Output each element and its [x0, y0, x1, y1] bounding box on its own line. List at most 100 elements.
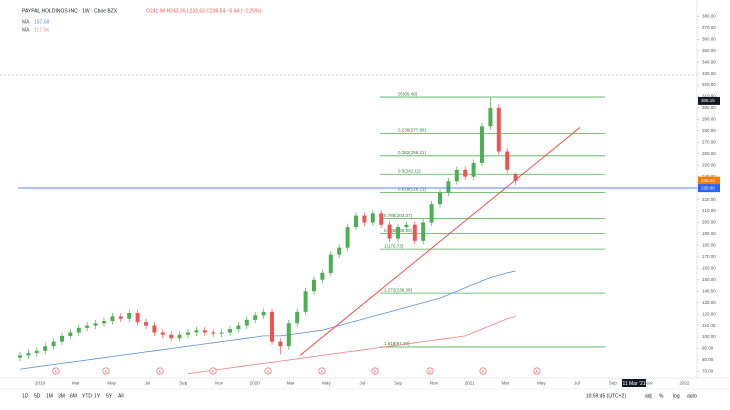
event-marker[interactable]	[264, 367, 272, 375]
candle-body	[488, 107, 493, 127]
event-marker[interactable]	[102, 367, 110, 375]
y-tick-label: 110.00	[702, 323, 716, 328]
axis-option[interactable]: adj	[645, 393, 652, 399]
event-marker[interactable]	[318, 367, 326, 375]
event-marker[interactable]	[371, 367, 379, 375]
range-button[interactable]: 6M	[70, 393, 77, 399]
y-tick-label: 300.00	[702, 105, 716, 110]
fib-level-label: 1.272(138.38)	[384, 287, 413, 292]
candle-body	[421, 222, 426, 241]
clock: 10:59:45 (UTC+2)	[586, 393, 626, 399]
y-tick-label: 380.00	[702, 13, 716, 18]
y-tick-label: 270.00	[702, 140, 716, 145]
range-button[interactable]: 5Y	[106, 393, 113, 399]
candle-body	[135, 312, 140, 323]
price-marker-box	[698, 96, 720, 105]
ma-legend-name: MA	[22, 27, 30, 33]
candle-body	[337, 247, 342, 255]
ma-legend-name: MA	[22, 19, 30, 25]
crosshair-date: 11 Mar '21	[622, 381, 645, 387]
candle-body	[186, 332, 190, 335]
event-marker[interactable]	[533, 367, 541, 375]
price-marker-box	[698, 184, 720, 193]
event-marker[interactable]	[209, 367, 217, 375]
moving-average	[187, 316, 516, 375]
fib-level-label: 0.618(226.21)	[398, 187, 427, 192]
y-tick-label: 140.00	[702, 288, 716, 293]
x-tick-label: 2019	[35, 381, 46, 386]
event-marker-label: E	[105, 368, 108, 373]
x-tick-label: 2022	[679, 381, 690, 386]
price-marker-label: 306.15	[701, 98, 715, 103]
event-marker-label: E	[429, 368, 432, 373]
fib-level-label: 0.5(242.11)	[398, 168, 421, 173]
candle-body	[429, 204, 434, 223]
x-tick-label: Jul	[359, 381, 365, 386]
y-tick-label: 100.00	[702, 334, 716, 339]
candle-body	[295, 311, 300, 324]
fib-level-label: 0.786(203.37)	[384, 213, 413, 218]
x-tick-label: Nov	[215, 381, 224, 386]
axis-option[interactable]: auto	[687, 393, 697, 399]
y-tick-label: 70.00	[702, 369, 714, 374]
range-button[interactable]: 3M	[58, 393, 65, 399]
candle-body	[202, 330, 207, 333]
candle-body	[93, 323, 98, 326]
range-button[interactable]: 1M	[46, 393, 53, 399]
candle-body	[463, 169, 468, 177]
axis-option[interactable]: log	[673, 393, 680, 399]
candle-body	[211, 332, 216, 334]
candle-body	[387, 224, 392, 239]
y-tick-label: 200.00	[702, 220, 716, 225]
event-marker-label: E	[321, 368, 324, 373]
x-tick-label: Mar	[287, 381, 295, 386]
y-tick-label: 210.00	[702, 208, 716, 213]
event-marker-label: E	[159, 368, 162, 373]
candle-body	[345, 227, 350, 248]
event-marker-label: E	[212, 368, 215, 373]
event-marker[interactable]	[426, 367, 434, 375]
y-tick-label: 190.00	[702, 231, 716, 236]
event-marker[interactable]	[52, 367, 60, 375]
y-tick-label: 150.00	[702, 277, 716, 282]
event-marker-label: E	[374, 368, 377, 373]
range-button[interactable]: 5D	[34, 393, 41, 399]
candle-body	[43, 346, 48, 351]
y-tick-label: 240.00	[702, 174, 716, 179]
candle-body	[68, 332, 73, 336]
candle-body	[34, 350, 39, 354]
candle-body	[513, 174, 518, 181]
range-button[interactable]: 1Y	[94, 393, 101, 399]
range-button[interactable]: All	[118, 393, 124, 399]
y-tick-label: 340.00	[702, 59, 716, 64]
price-marker-label: 230.00	[701, 185, 715, 190]
fib-level-label: 0(309.49)	[398, 91, 418, 96]
candle-body	[51, 341, 56, 347]
candle-body	[438, 192, 442, 205]
candle-body	[505, 151, 510, 170]
candle-body	[312, 279, 316, 292]
range-button[interactable]: 1D	[22, 393, 29, 399]
y-tick-label: 130.00	[702, 300, 716, 305]
candle-body	[320, 272, 325, 280]
y-tick-label: 170.00	[702, 254, 716, 259]
candle-body	[152, 325, 157, 333]
candle-body	[270, 311, 274, 342]
candle-body	[278, 341, 283, 347]
event-marker-label: E	[536, 368, 539, 373]
x-tick-label: Jul	[574, 381, 580, 386]
axis-option[interactable]: %	[659, 393, 664, 399]
x-tick-label: Nov	[645, 381, 654, 386]
event-marker[interactable]	[156, 367, 164, 375]
y-tick-label: 250.00	[702, 162, 716, 167]
price-marker-label: 236.54	[701, 178, 715, 183]
candle-body	[253, 315, 258, 320]
event-marker[interactable]	[479, 367, 487, 375]
ohlc-readout: O241.98 H243.35 L232.63 C236.54 −5.44 (−…	[146, 8, 261, 14]
candle-body	[194, 330, 199, 333]
event-marker-label: E	[55, 368, 58, 373]
candle-body	[102, 321, 106, 324]
range-button[interactable]: YTD	[82, 393, 92, 399]
x-tick-label: May	[107, 381, 116, 386]
